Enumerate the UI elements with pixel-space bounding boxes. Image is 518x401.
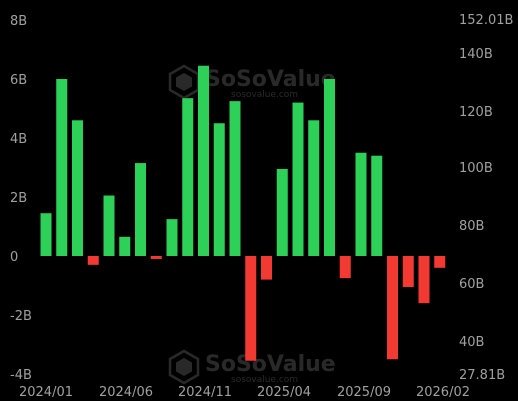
bar-17 bbox=[308, 120, 320, 256]
bar-18 bbox=[324, 79, 335, 256]
y2-tick-label: 120B bbox=[459, 105, 493, 120]
y-tick-label: 2B bbox=[10, 191, 27, 206]
bar-22 bbox=[387, 256, 398, 360]
bar-16 bbox=[292, 102, 304, 256]
y2-tick-label: 100B bbox=[459, 161, 493, 176]
bar-25 bbox=[434, 256, 446, 268]
x-axis: 2024/01 2024/06 2024/11 2025/04 2025/09 2026/… bbox=[19, 385, 470, 400]
watermark-top: SoSoValue sosovalue.com bbox=[168, 64, 336, 100]
x-tick-label: 2025/04 bbox=[257, 385, 311, 400]
watermark-site-bottom: sosovalue.com bbox=[231, 375, 298, 385]
y-tick-label: 0 bbox=[10, 250, 18, 265]
bar-24 bbox=[418, 256, 430, 304]
bar-1 bbox=[56, 79, 68, 256]
watermark-brand-bottom: SoSoValue bbox=[205, 352, 336, 377]
bar-2 bbox=[72, 120, 83, 256]
x-tick-label: 2024/06 bbox=[99, 385, 153, 400]
y-tick-label: -4B bbox=[10, 368, 32, 383]
x-tick-label: 2025/09 bbox=[337, 385, 391, 400]
y2-tick-label: 80B bbox=[459, 219, 484, 234]
x-tick-label: 2024/01 bbox=[19, 385, 73, 400]
watermark-bottom: SoSoValue sosovalue.com bbox=[168, 349, 336, 385]
y2-tick-label: 27.81B bbox=[459, 368, 505, 383]
watermark-site-top: sosovalue.com bbox=[231, 90, 298, 100]
y2-tick-label: 152.01B bbox=[459, 13, 513, 28]
bar-6 bbox=[135, 163, 146, 256]
y-tick-label: 8B bbox=[10, 14, 27, 29]
bar-20 bbox=[355, 152, 367, 256]
bar-21 bbox=[371, 155, 383, 256]
bar-7 bbox=[150, 256, 162, 259]
x-tick-label: 2024/11 bbox=[178, 385, 232, 400]
bar-0 bbox=[40, 213, 52, 256]
y-tick-label: -2B bbox=[10, 309, 32, 324]
bar-15 bbox=[276, 168, 288, 256]
bar-5 bbox=[119, 236, 131, 256]
bar-9 bbox=[182, 98, 194, 257]
bar-3 bbox=[87, 256, 99, 265]
y2-tick-label: 140B bbox=[459, 47, 493, 62]
y-tick-label: 6B bbox=[10, 73, 27, 88]
bar-8 bbox=[166, 219, 178, 257]
y-tick-label: 4B bbox=[10, 132, 27, 147]
x-tick-label: 2026/02 bbox=[416, 385, 470, 400]
watermark-brand-top: SoSoValue bbox=[205, 67, 336, 92]
bar-23 bbox=[402, 256, 414, 287]
sosovalue-logo-icon bbox=[168, 349, 200, 385]
bar-12 bbox=[229, 101, 241, 257]
y-axis-right: 152.01B 140B 120B 100B 80B 60B 40B 27.81B bbox=[459, 13, 513, 383]
y-axis-left: 8B 6B 4B 2B 0 -2B -4B bbox=[10, 14, 32, 383]
y2-tick-label: 60B bbox=[459, 277, 484, 292]
bar-10 bbox=[198, 65, 209, 256]
bar-14 bbox=[261, 256, 272, 280]
bars-group bbox=[40, 65, 446, 361]
bar-4 bbox=[103, 195, 115, 256]
bar-11 bbox=[213, 123, 225, 256]
y2-tick-label: 40B bbox=[459, 335, 484, 350]
bar-19 bbox=[339, 256, 351, 279]
bar-13 bbox=[245, 256, 257, 361]
